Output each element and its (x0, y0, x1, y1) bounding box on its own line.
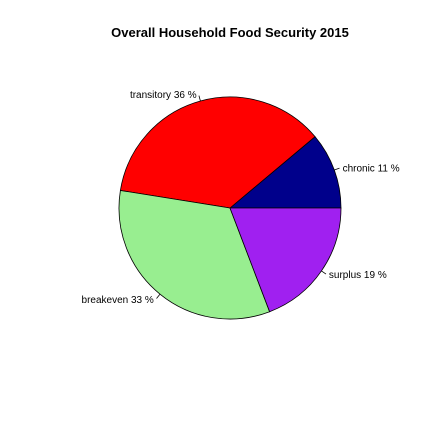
slice-label-chronic: chronic 11 % (343, 163, 400, 174)
leader-line-chronic (334, 167, 340, 171)
pie-slice-breakeven (118, 190, 271, 320)
leader-line-surplus (321, 270, 327, 275)
chart-title: Overall Household Food Security 2015 (111, 25, 349, 40)
pie-labels: chronic 11 % transitory 36 % breakeven 33 … (82, 90, 400, 306)
leader-line-transitory (198, 95, 201, 102)
pie-slice-surplus (229, 207, 342, 313)
slice-label-transitory: transitory 36 % (130, 90, 197, 101)
pie-slice-transitory (119, 96, 316, 209)
pie-slice-chronic (228, 136, 342, 209)
leader-line-breakeven (156, 293, 161, 299)
slice-label-surplus: surplus 19 % (329, 270, 387, 281)
pie-slices (118, 96, 342, 320)
slice-label-breakeven: breakeven 33 % (82, 295, 154, 306)
